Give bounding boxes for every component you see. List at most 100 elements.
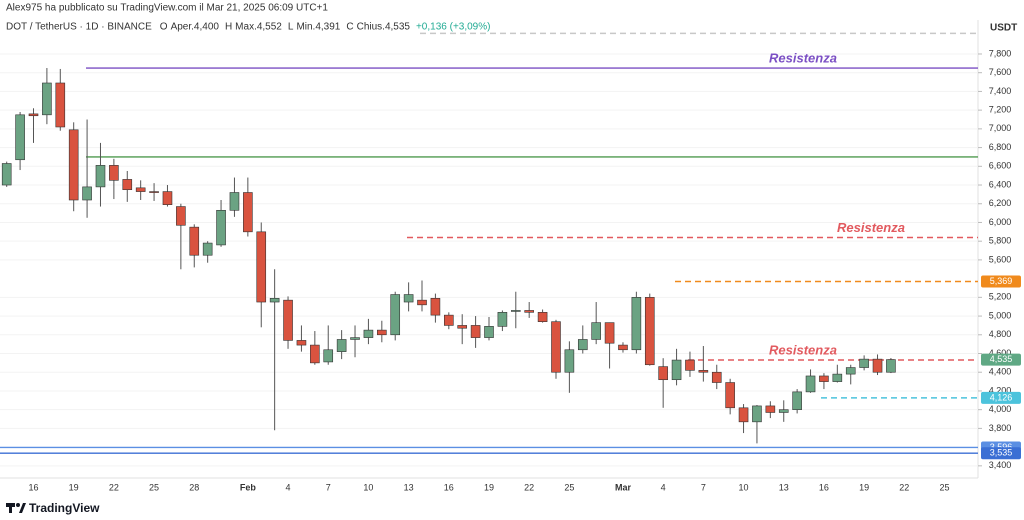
y-tick-label: 5,200: [989, 292, 1012, 302]
x-tick-label: 7: [701, 482, 706, 492]
candle-body: [95, 165, 106, 188]
x-tick-label: 28: [189, 482, 199, 492]
candle-body: [564, 349, 575, 373]
x-tick-label: 16: [28, 482, 38, 492]
x-tick-label: 16: [444, 482, 454, 492]
price-tag-label: 3,535: [990, 448, 1013, 458]
level-text: Resistenza: [769, 50, 837, 65]
candle-body: [15, 114, 25, 161]
candle-body: [256, 231, 267, 303]
y-tick-label: 6,800: [989, 142, 1012, 152]
x-tick-label: 13: [779, 482, 789, 492]
y-tick-label: 6,200: [989, 198, 1012, 208]
candle-body: [551, 321, 561, 373]
candle-body: [577, 339, 588, 351]
y-tick-label: 7,800: [989, 48, 1012, 58]
candle-body: [82, 186, 92, 201]
candle-body: [122, 179, 133, 191]
candle-body: [832, 373, 843, 382]
candle-body: [524, 310, 534, 313]
candle-body: [591, 322, 601, 340]
level-text: Resistenza: [837, 220, 905, 235]
x-tick-label: 7: [326, 482, 331, 492]
x-tick-label: 10: [363, 482, 373, 492]
x-tick-label: 22: [524, 482, 534, 492]
candle-body: [42, 82, 52, 116]
candle-body: [644, 297, 655, 366]
candle-body: [296, 340, 307, 346]
y-tick-label: 7,200: [989, 105, 1012, 115]
candle-body: [55, 82, 66, 128]
y-tick-label: 4,400: [989, 367, 1012, 377]
candle-body: [390, 294, 401, 336]
candle-body: [631, 297, 642, 351]
y-tick-label: 6,600: [989, 161, 1012, 171]
price-tag: [981, 391, 1021, 404]
x-tick-label: 25: [149, 482, 159, 492]
x-tick-label: 19: [69, 482, 79, 492]
candle-body: [377, 329, 387, 336]
ohlc-field: Chius.4,535: [357, 22, 411, 33]
ohlc-field: H: [225, 22, 232, 33]
candle-body: [216, 209, 226, 246]
y-axis-label: USDT: [990, 23, 1017, 34]
candle-body: [109, 165, 119, 181]
x-tick-label: 16: [819, 482, 829, 492]
brand: TradingView: [29, 501, 100, 515]
candle-body: [845, 367, 856, 375]
candle-body: [792, 391, 802, 410]
x-tick-label: Mar: [615, 482, 632, 492]
x-tick-label: 4: [661, 482, 666, 492]
x-tick-label: 19: [859, 482, 869, 492]
y-tick-label: 3,400: [989, 460, 1012, 470]
candle-body: [202, 242, 213, 256]
x-tick-label: 10: [739, 482, 749, 492]
candle-body: [135, 187, 146, 192]
candle-body: [685, 359, 695, 371]
x-tick-label: 4: [286, 482, 291, 492]
y-tick-label: 4,000: [989, 404, 1012, 414]
candle-body: [604, 322, 615, 344]
candle-body: [403, 294, 414, 303]
x-tick-label: 13: [404, 482, 414, 492]
x-tick-label: 25: [564, 482, 574, 492]
price-tag: [981, 275, 1021, 288]
price-tag-label: 4,126: [990, 392, 1013, 402]
y-tick-label: 4,600: [989, 348, 1012, 358]
candle-body: [310, 344, 320, 364]
candle-body: [1, 163, 12, 186]
candle-body: [725, 382, 735, 409]
candle-body: [671, 359, 682, 381]
candle-body: [149, 191, 159, 193]
candle-body: [698, 370, 709, 373]
candle-body: [805, 375, 816, 393]
y-tick-label: 5,800: [989, 236, 1012, 246]
candle-body: [162, 191, 173, 205]
candle-body: [765, 405, 776, 413]
x-tick-label: 19: [484, 482, 494, 492]
candle-body: [497, 312, 508, 327]
candle-body: [176, 206, 186, 226]
y-tick-label: 6,000: [989, 217, 1012, 227]
x-tick-label: 22: [109, 482, 119, 492]
candle-body: [658, 366, 668, 381]
candle-body: [283, 299, 293, 341]
ohlc-field: L: [288, 22, 294, 33]
ohlc-field: +0,136 (+3,09%): [416, 22, 491, 33]
candle-body: [269, 297, 280, 303]
x-tick-label: 22: [899, 482, 909, 492]
candle-body: [618, 344, 628, 351]
candle-body: [484, 326, 494, 338]
candle-body: [886, 359, 896, 373]
candle-body: [457, 325, 468, 329]
last-price-tag: [981, 353, 1021, 366]
y-tick-label: 3,800: [989, 423, 1012, 433]
candle-body: [470, 325, 481, 338]
candle-body: [537, 312, 548, 322]
candle-body: [336, 339, 347, 352]
y-tick-label: 7,400: [989, 86, 1012, 96]
symbol: DOT / TetherUS · 1D · BINANCE: [6, 22, 152, 33]
candle-body: [350, 337, 360, 340]
